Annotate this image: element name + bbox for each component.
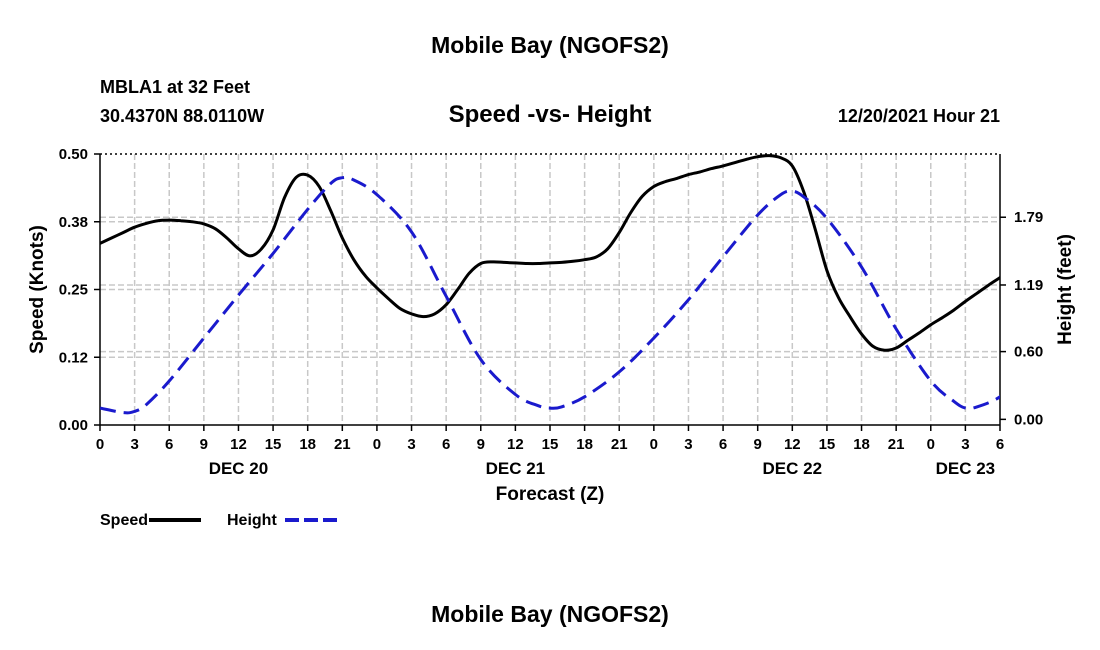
day-label: DEC 23 xyxy=(936,459,996,478)
y2-tick-label: 0.00 xyxy=(1014,411,1043,428)
x-tick-label: 6 xyxy=(165,436,173,453)
x-tick-label: 0 xyxy=(650,436,658,453)
x-tick-label: 18 xyxy=(299,436,316,453)
x-tick-label: 6 xyxy=(442,436,450,453)
legend-label: Height xyxy=(227,512,277,529)
x-tick-label: 0 xyxy=(927,436,935,453)
y2-axis-title: Height (feet) xyxy=(1055,234,1076,345)
x-tick-label: 9 xyxy=(477,436,485,453)
day-label: DEC 21 xyxy=(486,459,546,478)
x-tick-label: 3 xyxy=(684,436,692,453)
y-tick-label: 0.25 xyxy=(59,282,88,299)
x-tick-label: 15 xyxy=(819,436,836,453)
y-tick-label: 0.50 xyxy=(59,146,88,163)
day-label: DEC 20 xyxy=(209,459,269,478)
x-tick-label: 3 xyxy=(130,436,138,453)
x-tick-label: 18 xyxy=(853,436,870,453)
day-label: DEC 22 xyxy=(763,459,823,478)
legend-label: Speed xyxy=(100,512,148,529)
bottom-chart-title: Mobile Bay (NGOFS2) xyxy=(431,601,669,627)
x-tick-label: 15 xyxy=(542,436,559,453)
x-tick-label: 15 xyxy=(265,436,282,453)
chart-title: Mobile Bay (NGOFS2) xyxy=(431,32,669,58)
x-tick-label: 18 xyxy=(576,436,593,453)
x-tick-label: 6 xyxy=(719,436,727,453)
y-tick-label: 0.38 xyxy=(59,214,88,231)
y-tick-label: 0.00 xyxy=(59,417,88,434)
x-tick-label: 3 xyxy=(961,436,969,453)
chart-subtitle: Speed -vs- Height xyxy=(448,101,652,128)
y2-tick-label: 1.19 xyxy=(1014,277,1043,294)
x-axis-title: Forecast (Z) xyxy=(496,484,605,505)
y2-tick-label: 1.79 xyxy=(1014,209,1043,226)
x-tick-label: 0 xyxy=(373,436,381,453)
x-tick-label: 12 xyxy=(507,436,524,453)
coordinates-label: 30.4370N 88.0110W xyxy=(100,106,265,126)
x-tick-label: 12 xyxy=(784,436,801,453)
station-label: MBLA1 at 32 Feet xyxy=(100,77,251,97)
x-tick-label: 21 xyxy=(611,436,628,453)
series-line-speed xyxy=(100,154,1000,352)
forecast-timestamp: 12/20/2021 Hour 21 xyxy=(837,106,1000,126)
x-tick-label: 3 xyxy=(407,436,415,453)
x-tick-label: 9 xyxy=(200,436,208,453)
y-axis-title: Speed (Knots) xyxy=(27,225,48,354)
x-tick-label: 21 xyxy=(888,436,905,453)
series-line-height xyxy=(100,175,1000,415)
x-tick-label: 0 xyxy=(96,436,104,453)
x-tick-label: 12 xyxy=(230,436,247,453)
x-tick-label: 9 xyxy=(754,436,762,453)
y2-tick-label: 0.60 xyxy=(1014,344,1043,361)
x-tick-label: 6 xyxy=(996,436,1004,453)
x-tick-label: 21 xyxy=(334,436,351,453)
speed-height-chart: 0 3 6 9 12 15 18 21 0 3 6 9 12 15 18 21 0 3 6 9 12 15 18 21 0 3 6D… xyxy=(27,146,1076,529)
y-tick-label: 0.12 xyxy=(59,349,88,366)
